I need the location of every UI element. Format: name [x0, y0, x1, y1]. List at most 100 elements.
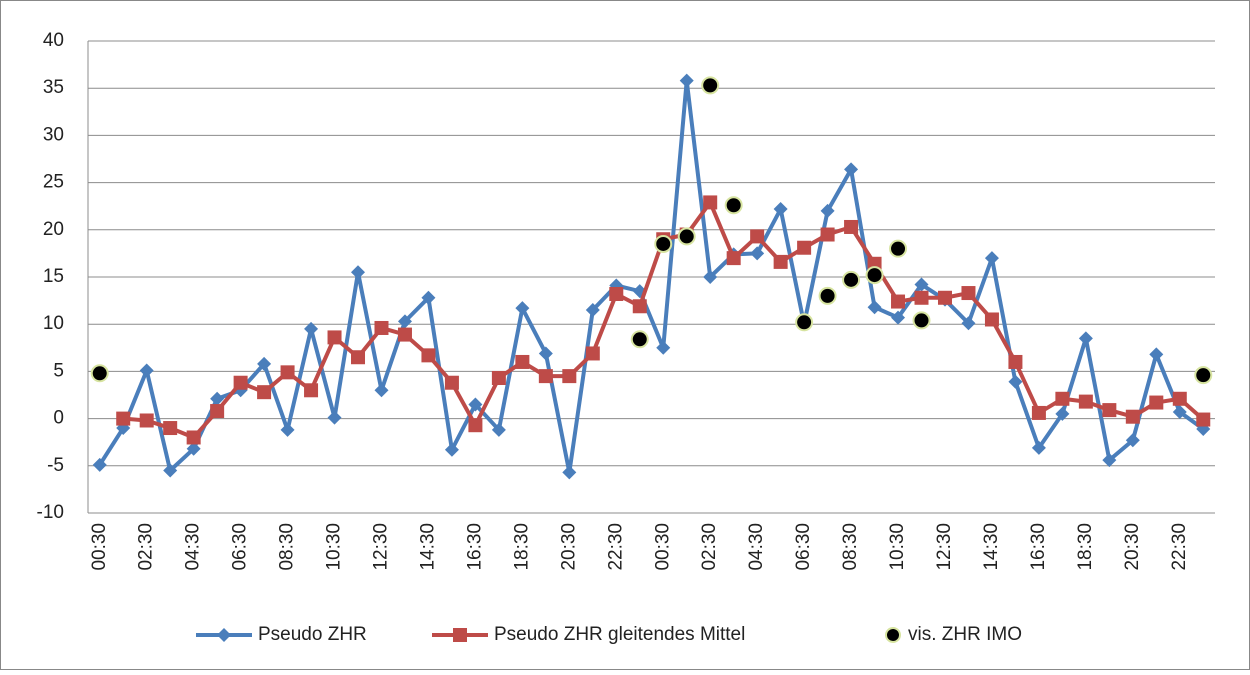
point [280, 422, 295, 437]
point [726, 251, 741, 266]
point [677, 227, 696, 246]
point [585, 303, 600, 318]
point [654, 234, 673, 253]
point [186, 430, 201, 445]
x-tick-label: 00:30 [89, 523, 110, 571]
point [491, 422, 506, 437]
point [374, 383, 389, 398]
point [773, 202, 788, 217]
point [538, 369, 553, 384]
point [961, 286, 976, 301]
point [233, 375, 248, 390]
point [795, 313, 814, 332]
point [844, 219, 859, 234]
x-tick-label: 00:30 [652, 523, 673, 571]
point [280, 365, 295, 380]
point [468, 397, 483, 412]
x-tick-label: 22:30 [1169, 523, 1190, 571]
series-line [98, 78, 1205, 475]
point [961, 316, 976, 331]
point [820, 227, 835, 242]
point [750, 246, 765, 261]
point [139, 363, 154, 378]
point [912, 311, 931, 330]
point [1196, 412, 1211, 427]
point [1102, 403, 1117, 418]
point [1172, 391, 1187, 406]
point [703, 195, 718, 210]
point [984, 312, 999, 327]
y-tick-label: 20 [43, 219, 64, 240]
legend-label: Pseudo ZHR gleitendes Mittel [494, 624, 745, 645]
point [891, 294, 906, 309]
point [351, 265, 366, 280]
point [609, 286, 624, 301]
point [865, 266, 884, 285]
point [585, 346, 600, 361]
point [92, 457, 107, 472]
point [1031, 440, 1046, 455]
point [891, 310, 906, 325]
point [186, 441, 201, 456]
point [1078, 394, 1093, 409]
x-tick-label: 20:30 [1122, 523, 1143, 571]
y-tick-label: 30 [43, 124, 64, 145]
point [90, 364, 109, 383]
x-tick-label: 08:30 [840, 523, 861, 571]
point [844, 162, 859, 177]
point [750, 229, 765, 244]
point [562, 465, 577, 480]
y-tick-label: 25 [43, 172, 64, 193]
point [984, 251, 999, 266]
point [515, 301, 530, 316]
legend-item: Pseudo ZHR [196, 624, 367, 645]
point [163, 421, 178, 436]
y-tick-label: 0 [53, 408, 64, 429]
point [914, 290, 929, 305]
point [1055, 391, 1070, 406]
point [679, 73, 694, 88]
x-tick-label: 06:30 [793, 523, 814, 571]
x-tick-label: 20:30 [558, 523, 579, 571]
point [304, 383, 319, 398]
x-tick-label: 16:30 [1028, 523, 1049, 571]
point [1055, 406, 1070, 421]
point [257, 356, 272, 371]
x-tick-label: 14:30 [417, 523, 438, 571]
point [351, 350, 366, 365]
point [491, 371, 506, 386]
point [562, 369, 577, 384]
point [1194, 366, 1213, 385]
x-tick-label: 02:30 [136, 523, 157, 571]
point [773, 254, 788, 269]
point [820, 203, 835, 218]
point [468, 418, 483, 433]
point [1008, 354, 1023, 369]
legend-swatch [453, 628, 467, 642]
point [1078, 331, 1093, 346]
x-tick-label: 04:30 [183, 523, 204, 571]
x-tick-label: 10:30 [324, 523, 345, 571]
point [515, 354, 530, 369]
point [116, 411, 131, 426]
point [327, 330, 342, 345]
point [818, 286, 837, 305]
x-tick-label: 02:30 [699, 523, 720, 571]
y-tick-label: 35 [43, 77, 64, 98]
point [538, 346, 553, 361]
point [937, 290, 952, 305]
y-tick-label: 10 [43, 313, 64, 334]
x-tick-label: 18:30 [1075, 523, 1096, 571]
point [630, 330, 649, 349]
point [889, 239, 908, 258]
point [1031, 405, 1046, 420]
x-tick-label: 22:30 [605, 523, 626, 571]
point [1125, 409, 1140, 424]
point [163, 463, 178, 478]
point [632, 299, 647, 314]
x-tick-label: 10:30 [887, 523, 908, 571]
point [701, 76, 720, 95]
y-tick-label: -5 [47, 455, 64, 476]
y-tick-label: 15 [43, 266, 64, 287]
